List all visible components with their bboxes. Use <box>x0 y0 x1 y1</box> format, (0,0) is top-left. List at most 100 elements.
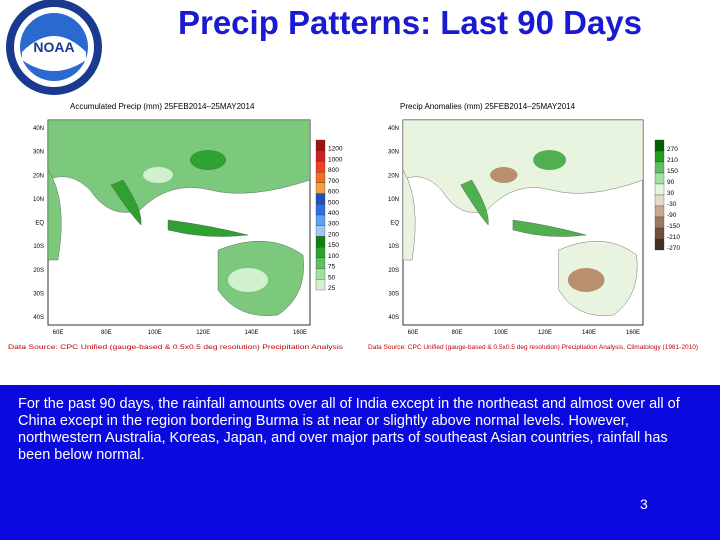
lat-label: 30S <box>33 291 44 297</box>
legend-swatch <box>654 161 665 174</box>
logo-text: NOAA <box>33 39 74 55</box>
land <box>167 219 249 237</box>
legend-label: 210 <box>667 157 678 164</box>
logo: NOAA <box>6 0 102 95</box>
legend-label: 400 <box>328 210 339 217</box>
lon-label: 100E <box>494 330 508 336</box>
lon-label: 120E <box>196 330 210 336</box>
legend-label: 700 <box>328 178 339 185</box>
lat-label: 10N <box>33 197 44 203</box>
region-blob <box>533 150 567 170</box>
legend-label: -270 <box>667 245 680 252</box>
lon-label: 160E <box>626 330 640 336</box>
data-source: Data Source: CPC Unified (gauge-based & … <box>8 345 343 351</box>
lat-label: 30N <box>33 150 44 156</box>
lat-label: 40N <box>33 126 44 132</box>
legend-label: 90 <box>667 179 675 186</box>
legend-label: 100 <box>328 253 339 260</box>
legend-label: 200 <box>328 231 339 238</box>
legend-swatch <box>654 205 665 218</box>
legend-label: 30 <box>667 190 675 197</box>
legend-swatch <box>315 204 326 216</box>
legend-swatch <box>315 257 326 269</box>
legend-label: 50 <box>328 274 336 281</box>
maps-panel: Accumulated Precip (mm) 25FEB2014–25MAY2… <box>0 95 720 385</box>
legend-label: 75 <box>328 264 336 271</box>
legend-swatch <box>315 171 326 184</box>
lat-label: EQ <box>390 221 399 227</box>
lon-label: 80E <box>101 330 112 336</box>
legend-swatch <box>315 161 326 173</box>
legend-swatch <box>315 150 326 162</box>
lat-label: 40S <box>33 315 44 321</box>
legend-label: 600 <box>328 189 339 196</box>
lat-label: 20N <box>33 173 44 179</box>
legend-swatch <box>654 139 665 152</box>
region-blob <box>567 268 605 292</box>
legend-label: -210 <box>667 234 680 241</box>
legend-swatch <box>654 172 665 185</box>
lon-label: 60E <box>408 330 419 336</box>
lon-label: 160E <box>293 330 307 336</box>
lon-label: 100E <box>148 330 162 336</box>
legend-swatch <box>654 150 665 163</box>
land <box>110 179 142 226</box>
legend-swatch <box>654 227 665 240</box>
legend-label: 25 <box>328 285 336 292</box>
slide-title: Precip Patterns: Last 90 Days <box>177 4 643 41</box>
legend-label: -90 <box>667 212 677 219</box>
legend-label: 1000 <box>328 156 343 163</box>
legend-swatch <box>654 194 665 207</box>
legend-swatch <box>315 193 326 205</box>
data-source: Data Source: CPC Unified (gauge-based & … <box>368 345 698 351</box>
legend-swatch <box>315 246 326 259</box>
legend-swatch <box>654 183 665 196</box>
lat-label: 40N <box>388 126 399 132</box>
region-blob <box>190 150 226 170</box>
legend-swatch <box>315 236 326 248</box>
land <box>402 169 416 261</box>
legend-swatch <box>654 238 665 251</box>
land <box>512 219 587 237</box>
lat-label: 20S <box>33 268 44 274</box>
legend-label: 300 <box>328 221 339 228</box>
lat-label: 10S <box>33 244 44 250</box>
lon-label: 140E <box>582 330 596 336</box>
legend-swatch <box>654 216 665 229</box>
land <box>402 119 644 213</box>
legend-label: 500 <box>328 199 339 206</box>
legend-swatch <box>315 214 326 226</box>
lat-label: 40S <box>388 315 399 321</box>
land <box>47 119 311 213</box>
legend-swatch <box>315 279 326 291</box>
logo-bird <box>22 36 86 71</box>
region-blob <box>143 167 173 183</box>
legend-label: -30 <box>667 201 677 208</box>
lat-label: 10S <box>388 244 399 250</box>
header: NOAA Precip Patterns: Last 90 Days <box>0 0 720 95</box>
map-title: Precip Anomalies (mm) 25FEB2014–25MAY201… <box>400 102 576 111</box>
lat-label: 20S <box>388 268 399 274</box>
legend-label: 1200 <box>328 146 343 153</box>
map-title: Accumulated Precip (mm) 25FEB2014–25MAY2… <box>70 102 255 111</box>
lat-label: 30N <box>388 150 399 156</box>
legend-label: 270 <box>667 146 678 153</box>
legend-label: 800 <box>328 167 339 174</box>
lon-label: 120E <box>538 330 552 336</box>
legend-swatch <box>315 139 326 151</box>
region-blob <box>490 167 518 183</box>
legend-label: 150 <box>667 168 678 175</box>
legend-label: -150 <box>667 223 680 230</box>
legend-label: 150 <box>328 242 339 249</box>
lon-label: 140E <box>245 330 259 336</box>
lon-label: 80E <box>452 330 463 336</box>
land <box>47 169 62 261</box>
legend-swatch <box>315 225 326 237</box>
lon-label: 60E <box>53 330 64 336</box>
land <box>460 179 489 226</box>
legend-swatch <box>315 182 326 194</box>
lat-label: 30S <box>388 291 399 297</box>
page-number: 3 <box>640 496 648 512</box>
lat-label: 20N <box>388 173 399 179</box>
